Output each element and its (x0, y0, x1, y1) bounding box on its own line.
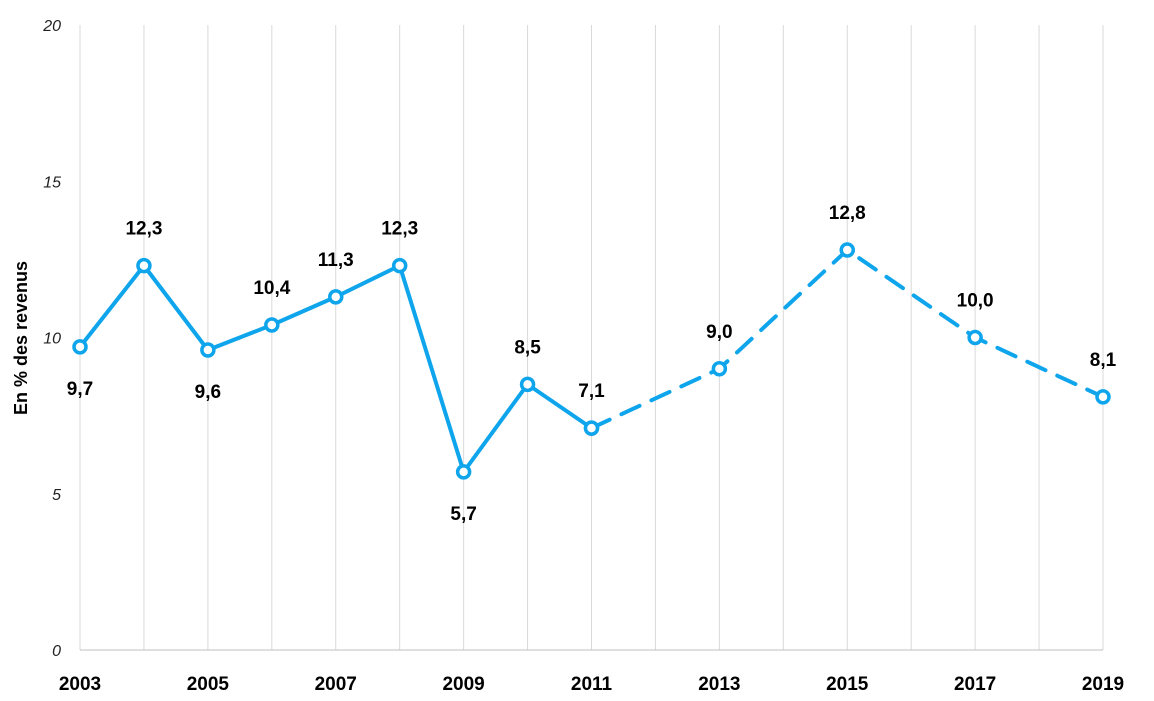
x-tick-label: 2005 (187, 674, 230, 695)
data-label: 10,4 (253, 278, 290, 299)
data-label: 12,8 (829, 203, 866, 224)
x-tick-label: 2013 (698, 674, 740, 695)
y-tick-label: 15 (43, 174, 61, 191)
data-point (72, 339, 88, 355)
x-tick-label: 2015 (826, 674, 869, 695)
data-label: 9,7 (67, 379, 93, 400)
data-label: 8,1 (1090, 350, 1117, 371)
data-point (711, 361, 728, 377)
data-point (264, 317, 280, 333)
x-tick-label: 2009 (442, 674, 484, 695)
data-label: 12,3 (381, 219, 418, 240)
data-point (391, 257, 408, 274)
data-label: 7,1 (578, 381, 605, 402)
y-axis-ticks: 0 5 10 15 20 (42, 18, 61, 660)
y-axis-label: En % des revenus (11, 261, 31, 415)
data-point (967, 329, 983, 346)
data-point (200, 342, 216, 358)
data-point (455, 464, 472, 480)
y-tick-label: 20 (42, 18, 61, 35)
data-label: 9,6 (195, 382, 221, 403)
data-label: 11,3 (318, 250, 354, 271)
data-point (839, 242, 855, 258)
data-point (519, 376, 536, 393)
x-tick-label: 2003 (59, 674, 101, 695)
data-label: 8,5 (514, 337, 541, 358)
x-tick-label: 2007 (315, 674, 357, 695)
data-labels: 9,7 12,3 9,6 10,4 11,3 12,3 5,7 8,5 7,1 9,0 12,8 10… (67, 203, 1117, 525)
data-label: 9,0 (706, 322, 732, 343)
data-label: 5,7 (450, 504, 476, 525)
data-label: 12,3 (125, 219, 162, 240)
data-point (1095, 389, 1111, 405)
x-tick-label: 2011 (571, 674, 613, 695)
x-tick-label: 2017 (954, 674, 996, 695)
y-tick-label: 0 (52, 643, 61, 660)
y-tick-label: 10 (43, 331, 61, 348)
y-tick-label: 5 (52, 487, 61, 504)
data-label: 10,0 (957, 291, 994, 312)
x-tick-label: 2019 (1082, 674, 1124, 695)
data-point (583, 420, 600, 436)
grid (79, 25, 1104, 651)
data-point (328, 289, 344, 305)
x-axis-ticks: 2003 2005 2007 2009 2011 2013 2015 2017 2019 (59, 674, 1124, 695)
data-point (136, 257, 152, 274)
data-points (72, 242, 1111, 480)
